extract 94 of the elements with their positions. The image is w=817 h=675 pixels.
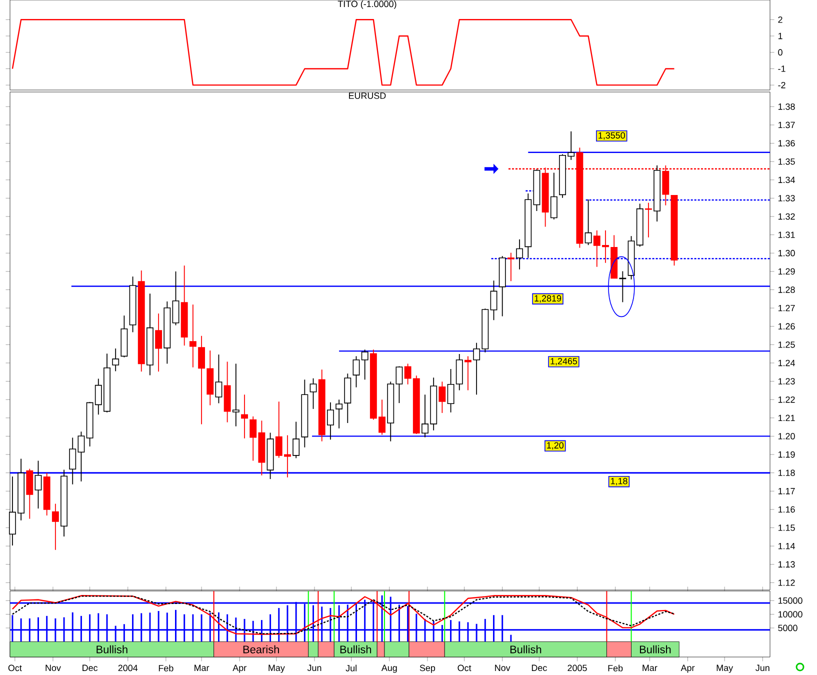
y-tick-label: 1.18: [778, 470, 795, 476]
y-tick-label: 1.16: [778, 506, 795, 513]
annotation: 1,3550: [598, 132, 625, 140]
x-tick-label: Oct: [8, 664, 22, 672]
chart-title: TITO (-1.0000): [338, 0, 396, 9]
candlestick: [112, 348, 120, 372]
y-tick-label: 1.38: [778, 103, 795, 110]
candlestick: [172, 270, 180, 326]
candlestick: [404, 363, 412, 385]
band-label: Bearish: [243, 645, 279, 654]
x-tick-label: Jun: [756, 664, 770, 672]
annotation: 1,20: [547, 442, 564, 450]
candlestick: [584, 199, 592, 246]
y-tick-label: 1.17: [778, 488, 795, 494]
x-tick-label: May: [268, 664, 285, 673]
candlestick: [550, 172, 558, 220]
x-tick-label: May: [716, 664, 734, 673]
y-tick-label: 2: [778, 16, 782, 23]
chart-title: EURUSD: [349, 92, 386, 99]
x-tick-label: Apr: [232, 664, 246, 673]
x-tick-label: Sep: [420, 664, 436, 673]
y-tick-label: 1: [778, 32, 782, 40]
annotation: 1,2465: [550, 358, 578, 366]
y-tick-label: 10000: [778, 611, 802, 618]
y-tick-label: 1.30: [778, 250, 795, 256]
x-tick-label: Aug: [381, 664, 397, 673]
candlestick: [232, 363, 240, 427]
y-tick-label: 1.21: [778, 414, 795, 422]
x-tick-label: 2004: [118, 664, 138, 672]
y-tick-label: 1.34: [778, 176, 795, 184]
x-tick-label: Feb: [158, 664, 174, 672]
y-tick-label: 5000: [778, 624, 798, 632]
y-tick-label: -1: [778, 66, 786, 72]
y-tick-label: 1.22: [778, 396, 795, 403]
y-tick-label: 1.35: [778, 158, 795, 165]
candlestick: [336, 399, 343, 429]
y-tick-label: 1.29: [778, 268, 795, 275]
y-tick-label: 1.14: [778, 542, 795, 550]
candlestick: [34, 460, 42, 509]
candlestick: [310, 378, 317, 410]
y-tick-label: 1.28: [778, 286, 795, 293]
candlestick: [155, 313, 162, 372]
x-tick-label: Jun: [307, 664, 322, 672]
x-tick-label: 2005: [568, 664, 587, 672]
y-tick-label: 1.27: [778, 304, 795, 312]
band-label: Bullish: [640, 645, 671, 654]
y-tick-label: -2: [778, 82, 786, 88]
x-tick-label: Jul: [346, 664, 356, 672]
candlestick: [507, 252, 514, 282]
x-tick-label: Apr: [680, 664, 695, 673]
candlestick: [361, 349, 368, 380]
y-tick-label: 1.31: [778, 232, 795, 238]
annotation: 1,18: [610, 478, 628, 486]
candlestick: [438, 381, 446, 414]
y-tick-label: 1.19: [778, 451, 795, 458]
x-tick-label: Oct: [458, 664, 472, 672]
x-tick-label: Nov: [46, 664, 61, 672]
candlestick: [644, 202, 652, 238]
y-tick-label: 1.37: [778, 122, 795, 128]
candlestick: [352, 356, 360, 388]
candlestick: [292, 421, 300, 459]
candlestick: [326, 402, 334, 440]
y-tick-label: 1.24: [778, 360, 795, 366]
x-tick-label: Dec: [532, 664, 547, 672]
y-tick-label: 1.32: [778, 213, 795, 220]
y-tick-label: 1.25: [778, 341, 795, 348]
candlestick: [215, 354, 222, 404]
x-tick-label: Dec: [82, 664, 98, 672]
candlestick: [241, 394, 248, 439]
x-tick-label: Mar: [194, 664, 210, 672]
y-tick-label: 1.12: [778, 580, 795, 586]
y-tick-label: 0: [778, 49, 782, 56]
y-tick-label: 1.23: [778, 378, 795, 384]
candlestick: [490, 280, 498, 321]
y-tick-label: 1.20: [778, 433, 795, 440]
y-tick-label: 15000: [778, 597, 802, 604]
annotation: 1,2819: [534, 295, 562, 303]
band-label: Bullish: [340, 645, 372, 654]
line-series: [12, 19, 675, 86]
candlestick: [189, 304, 196, 368]
candlestick: [516, 238, 524, 270]
y-tick-label: 1.15: [778, 524, 795, 531]
x-tick-label: Feb: [608, 664, 623, 672]
candlestick: [26, 468, 34, 520]
band-label: Bullish: [96, 645, 128, 654]
y-tick-label: 1.13: [778, 561, 795, 568]
candlestick: [464, 356, 472, 391]
y-tick-label: 1.26: [778, 323, 795, 330]
y-tick-label: 1.36: [778, 140, 795, 146]
band-label: Bullish: [510, 645, 542, 654]
x-tick-label: Mar: [642, 664, 658, 672]
y-tick-label: 1.33: [778, 195, 795, 202]
x-tick-label: Nov: [495, 664, 510, 672]
candlestick: [52, 503, 59, 550]
